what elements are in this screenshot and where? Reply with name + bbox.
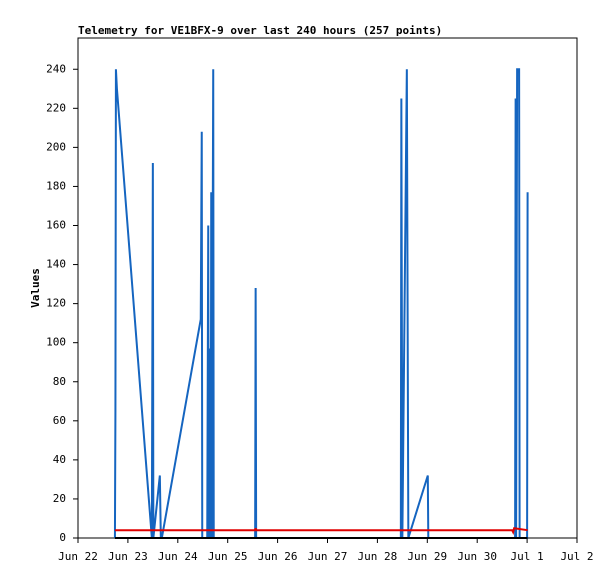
y-tick-label: 80 [53, 375, 66, 388]
y-tick-label: 100 [46, 336, 66, 349]
y-tick-label: 140 [46, 258, 66, 271]
x-tick-label: Jul 1 [511, 550, 544, 563]
y-tick-label: 20 [53, 492, 66, 505]
x-tick-label: Jun 25 [208, 550, 248, 563]
x-tick-label: Jun 22 [58, 550, 98, 563]
x-tick-label: Jun 24 [158, 550, 198, 563]
y-tick-label: 200 [46, 140, 66, 153]
y-tick-label: 0 [59, 531, 66, 544]
chart-title: Telemetry for VE1BFX-9 over last 240 hou… [78, 24, 442, 37]
plot-frame [77, 37, 578, 539]
y-tick-label: 160 [46, 219, 66, 232]
y-tick-label: 60 [53, 414, 66, 427]
y-tick-label: 180 [46, 179, 66, 192]
x-tick-label: Jun 23 [108, 550, 148, 563]
x-tick-label: Jun 29 [407, 550, 447, 563]
x-tick-label: Jun 30 [457, 550, 497, 563]
x-tick-label: Jun 26 [258, 550, 298, 563]
y-axis-label: Values [29, 268, 42, 308]
y-tick-label: 40 [53, 453, 66, 466]
y-tick-label: 240 [46, 62, 66, 75]
x-tick-label: Jul 2 [560, 550, 593, 563]
x-tick-label: Jun 27 [308, 550, 348, 563]
data-line [113, 68, 529, 539]
x-tick-label: Jun 28 [358, 550, 398, 563]
data-line [114, 527, 528, 535]
y-tick-label: 220 [46, 101, 66, 114]
y-tick-label: 120 [46, 297, 66, 310]
